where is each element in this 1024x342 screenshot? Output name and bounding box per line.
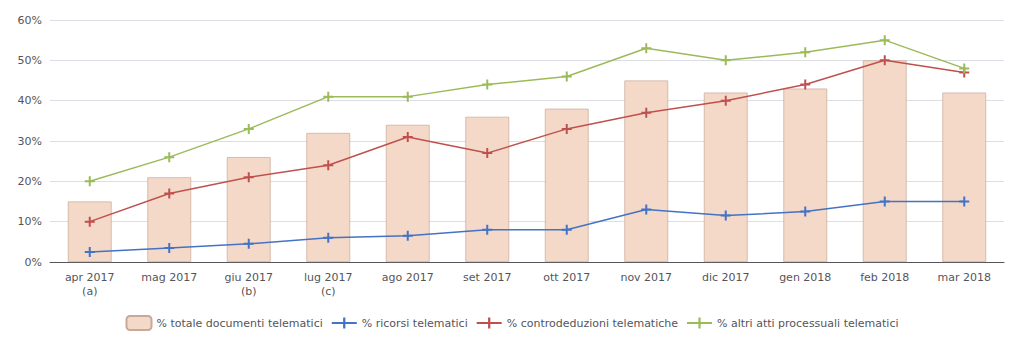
svg-text:mar 2018: mar 2018 [938,271,991,284]
svg-text:% ricorsi telematici: % ricorsi telematici [362,317,468,330]
svg-text:gen 2018: gen 2018 [779,271,831,284]
svg-text:giu 2017: giu 2017 [224,271,273,284]
svg-text:% altri atti processuali telem: % altri atti processuali telematici [717,317,898,330]
svg-text:mag 2017: mag 2017 [141,271,197,284]
svg-text:dic 2017: dic 2017 [702,271,750,284]
svg-text:20%: 20% [18,175,42,188]
svg-text:ott 2017: ott 2017 [543,271,590,284]
svg-text:% controdeduzioni telematiche: % controdeduzioni telematiche [507,317,679,330]
svg-text:apr 2017: apr 2017 [65,271,115,284]
svg-text:set 2017: set 2017 [463,271,511,284]
svg-text:10%: 10% [18,215,42,228]
svg-text:30%: 30% [18,135,42,148]
svg-text:nov 2017: nov 2017 [620,271,672,284]
svg-text:0%: 0% [25,256,42,269]
svg-text:% totale documenti telematici: % totale documenti telematici [156,317,322,330]
svg-text:lug 2017: lug 2017 [304,271,353,284]
svg-text:(a): (a) [82,285,97,298]
svg-text:feb 2018: feb 2018 [860,271,909,284]
svg-text:(c): (c) [321,285,336,298]
svg-text:40%: 40% [18,94,42,107]
svg-text:60%: 60% [18,14,42,27]
svg-text:(b): (b) [241,285,257,298]
svg-text:ago 2017: ago 2017 [382,271,434,284]
svg-text:50%: 50% [18,54,42,67]
